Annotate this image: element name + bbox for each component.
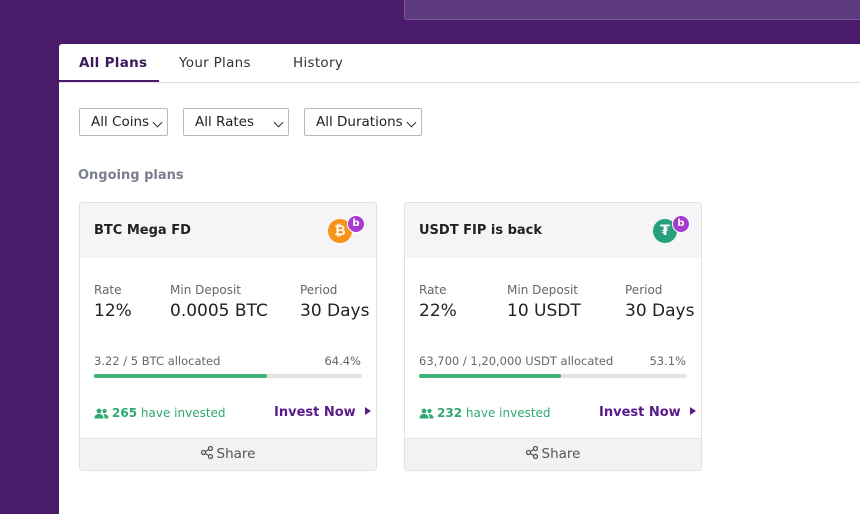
investors-suffix: have invested (140, 406, 226, 420)
plan-title: USDT FIP is back (419, 223, 543, 238)
people-icon (94, 408, 109, 419)
coins-filter-select[interactable]: All Coins (79, 108, 168, 136)
allocation-progress-fill (94, 374, 267, 378)
period-label: Period (625, 283, 663, 297)
allocation-text: 63,700 / 1,20,000 USDT allocated (419, 354, 614, 368)
durations-filter-select[interactable]: All Durations (304, 108, 422, 136)
share-button[interactable]: Share (405, 438, 701, 470)
rates-filter-select[interactable]: All Rates (183, 108, 289, 136)
invest-now-button[interactable]: Invest Now (599, 405, 697, 420)
plan-card-header: BTC Mega FD ₿ b (80, 203, 376, 258)
top-search-bar[interactable] (404, 0, 860, 20)
allocation-progress-fill (419, 374, 562, 378)
invest-now-label: Invest Now (274, 405, 356, 420)
rate-label: Rate (419, 283, 447, 297)
share-label: Share (216, 446, 256, 462)
tab-all-plans[interactable]: All Plans (79, 55, 148, 71)
rate-value: 12% (94, 301, 132, 321)
period-label: Period (300, 283, 338, 297)
allocation-text: 3.22 / 5 BTC allocated (94, 354, 221, 368)
play-arrow-icon (690, 407, 697, 415)
section-title: Ongoing plans (78, 168, 184, 183)
plan-title: BTC Mega FD (94, 223, 191, 238)
share-icon (200, 445, 213, 460)
plan-tabs: All Plans Your Plans History (59, 44, 860, 83)
share-button[interactable]: Share (80, 438, 376, 470)
min-deposit-label: Min Deposit (170, 283, 241, 297)
platform-badge-icon: b (347, 215, 365, 233)
chevron-down-icon (152, 117, 163, 128)
period-value: 30 Days (625, 301, 695, 321)
coins-filter-value: All Coins (91, 114, 150, 130)
plan-card: USDT FIP is back ₮ b Rate 22% Min Deposi… (404, 202, 702, 471)
plan-card-header: USDT FIP is back ₮ b (405, 203, 701, 258)
durations-filter-value: All Durations (316, 114, 403, 130)
min-deposit-value: 0.0005 BTC (170, 301, 268, 321)
platform-badge-icon: b (672, 215, 690, 233)
chevron-down-icon (406, 117, 417, 128)
investors-count: 232 have invested (419, 406, 551, 420)
invest-now-button[interactable]: Invest Now (274, 405, 372, 420)
share-label: Share (541, 446, 581, 462)
investors-number: 232 (437, 406, 463, 420)
allocation-percent: 53.1% (649, 354, 686, 368)
rates-filter-value: All Rates (195, 114, 255, 130)
period-value: 30 Days (300, 301, 370, 321)
min-deposit-value: 10 USDT (507, 301, 581, 321)
invest-now-label: Invest Now (599, 405, 681, 420)
active-tab-indicator (59, 80, 159, 82)
rate-value: 22% (419, 301, 457, 321)
people-icon (419, 408, 434, 419)
allocation-progress-bar (419, 374, 687, 378)
tab-history[interactable]: History (293, 55, 344, 71)
investors-count: 265 have invested (94, 406, 226, 420)
allocation-progress-bar (94, 374, 362, 378)
rate-label: Rate (94, 283, 122, 297)
investors-number: 265 (112, 406, 138, 420)
plan-card: BTC Mega FD ₿ b Rate 12% Min Deposit 0.0… (79, 202, 377, 471)
play-arrow-icon (365, 407, 372, 415)
chevron-down-icon (273, 117, 284, 128)
allocation-percent: 64.4% (324, 354, 361, 368)
investors-suffix: have invested (465, 406, 551, 420)
tab-your-plans[interactable]: Your Plans (179, 55, 251, 71)
share-icon (525, 445, 538, 460)
plans-panel: All Plans Your Plans History All Coins A… (59, 44, 860, 514)
min-deposit-label: Min Deposit (507, 283, 578, 297)
